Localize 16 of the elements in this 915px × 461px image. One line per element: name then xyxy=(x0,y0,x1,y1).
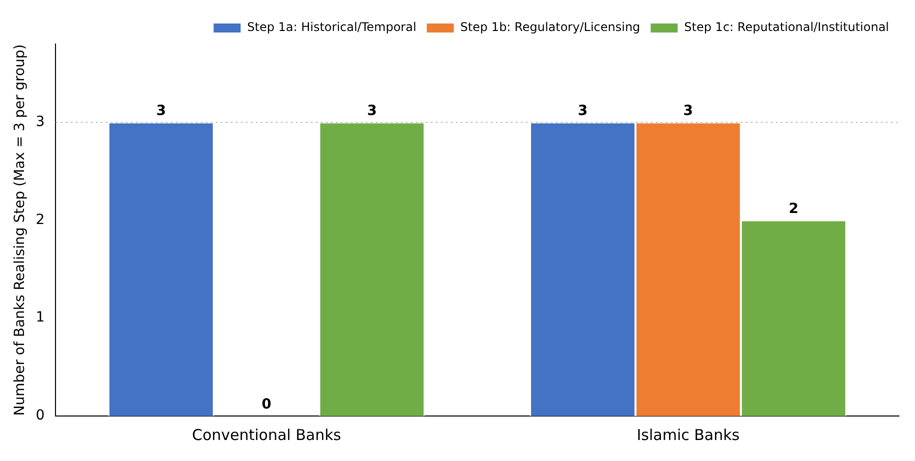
x-tick-label: Islamic Banks xyxy=(636,426,740,444)
y-tick-label: 3 xyxy=(36,114,45,130)
y-tick-label: 2 xyxy=(36,212,45,228)
x-tick-label: Conventional Banks xyxy=(192,426,342,444)
legend-label: Step 1a: Historical/Temporal xyxy=(247,20,416,34)
data-label: 3 xyxy=(578,102,588,119)
legend-label: Step 1c: Reputational/Institutional xyxy=(684,20,889,34)
y-axis-title: Number of Banks Realising Step (Max = 3 per group) xyxy=(12,44,28,416)
data-label: 3 xyxy=(683,102,694,119)
data-label: 3 xyxy=(367,102,377,119)
y-tick-label: 1 xyxy=(36,310,45,326)
data-label: 2 xyxy=(788,200,798,217)
data-label: 0 xyxy=(262,396,272,413)
legend-label: Step 1b: Regulatory/Licensing xyxy=(460,20,640,34)
data-label: 3 xyxy=(156,102,166,119)
y-tick-label: 0 xyxy=(36,408,45,424)
